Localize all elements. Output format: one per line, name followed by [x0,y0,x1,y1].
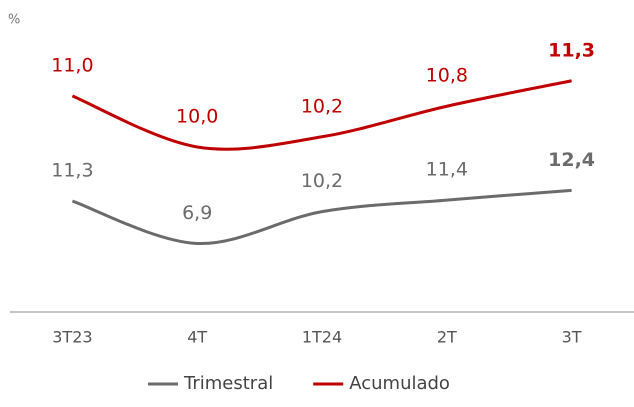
data-label: 10,8 [426,65,468,87]
x-tick-label: 4T [187,328,207,347]
legend-label: Acumulado [349,373,450,394]
legend-label: Trimestral [183,373,273,394]
data-label: 10,2 [301,170,343,192]
data-label: 12,4 [548,149,595,171]
data-label: 11,0 [51,55,93,77]
data-label: 11,3 [51,160,93,182]
x-tick-label: 3T23 [52,328,92,347]
series-line [71,188,572,245]
data-label: 10,2 [301,95,343,117]
x-tick-label: 1T24 [302,328,342,347]
data-label: 6,9 [182,202,212,224]
series-line [71,79,572,151]
x-tick-label: 2T [437,328,457,347]
x-tick-label: 3T [562,328,582,347]
y-axis-label: % [8,13,20,28]
data-label: 11,3 [548,39,595,61]
data-label: 11,4 [426,159,468,181]
data-label: 10,0 [176,105,218,127]
